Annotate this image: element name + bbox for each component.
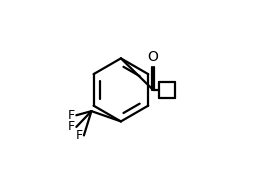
- Text: F: F: [76, 129, 83, 142]
- Text: F: F: [68, 109, 75, 122]
- Text: O: O: [148, 50, 159, 64]
- Text: F: F: [68, 120, 75, 133]
